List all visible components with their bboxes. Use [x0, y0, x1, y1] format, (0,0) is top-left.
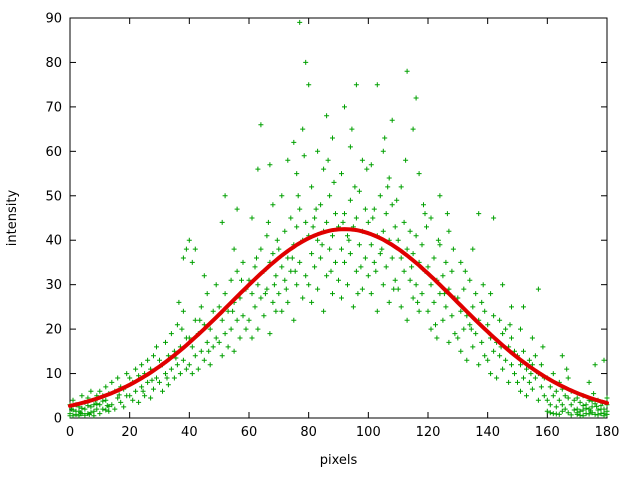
tick-marks	[69, 17, 608, 419]
y-tick-label: 40	[45, 234, 62, 249]
y-axis-label: intensity	[5, 190, 20, 247]
y-tick-label: 80	[45, 56, 62, 71]
y-tick-label: 50	[45, 189, 62, 204]
y-tick-label: 0	[54, 412, 62, 427]
x-tick-label: 80	[300, 425, 317, 440]
x-tick-label: 40	[181, 425, 198, 440]
y-tick-label: 70	[45, 100, 62, 115]
x-tick-label: 0	[66, 425, 74, 440]
x-tick-label: 180	[595, 425, 620, 440]
x-tick-label: 20	[121, 425, 138, 440]
y-tick-label: 10	[45, 367, 62, 382]
fit-curve	[68, 227, 609, 408]
y-tick-label: 20	[45, 323, 62, 338]
x-tick-label: 60	[241, 425, 258, 440]
x-tick-label: 140	[475, 425, 500, 440]
y-tick-label: 60	[45, 145, 62, 160]
x-axis-label: pixels	[320, 453, 358, 468]
y-tick-label: 90	[45, 12, 62, 27]
plot-border	[69, 17, 608, 419]
x-tick-label: 100	[356, 425, 381, 440]
x-tick-label: 160	[535, 425, 560, 440]
x-tick-label: 120	[416, 425, 441, 440]
y-tick-label: 30	[45, 278, 62, 293]
